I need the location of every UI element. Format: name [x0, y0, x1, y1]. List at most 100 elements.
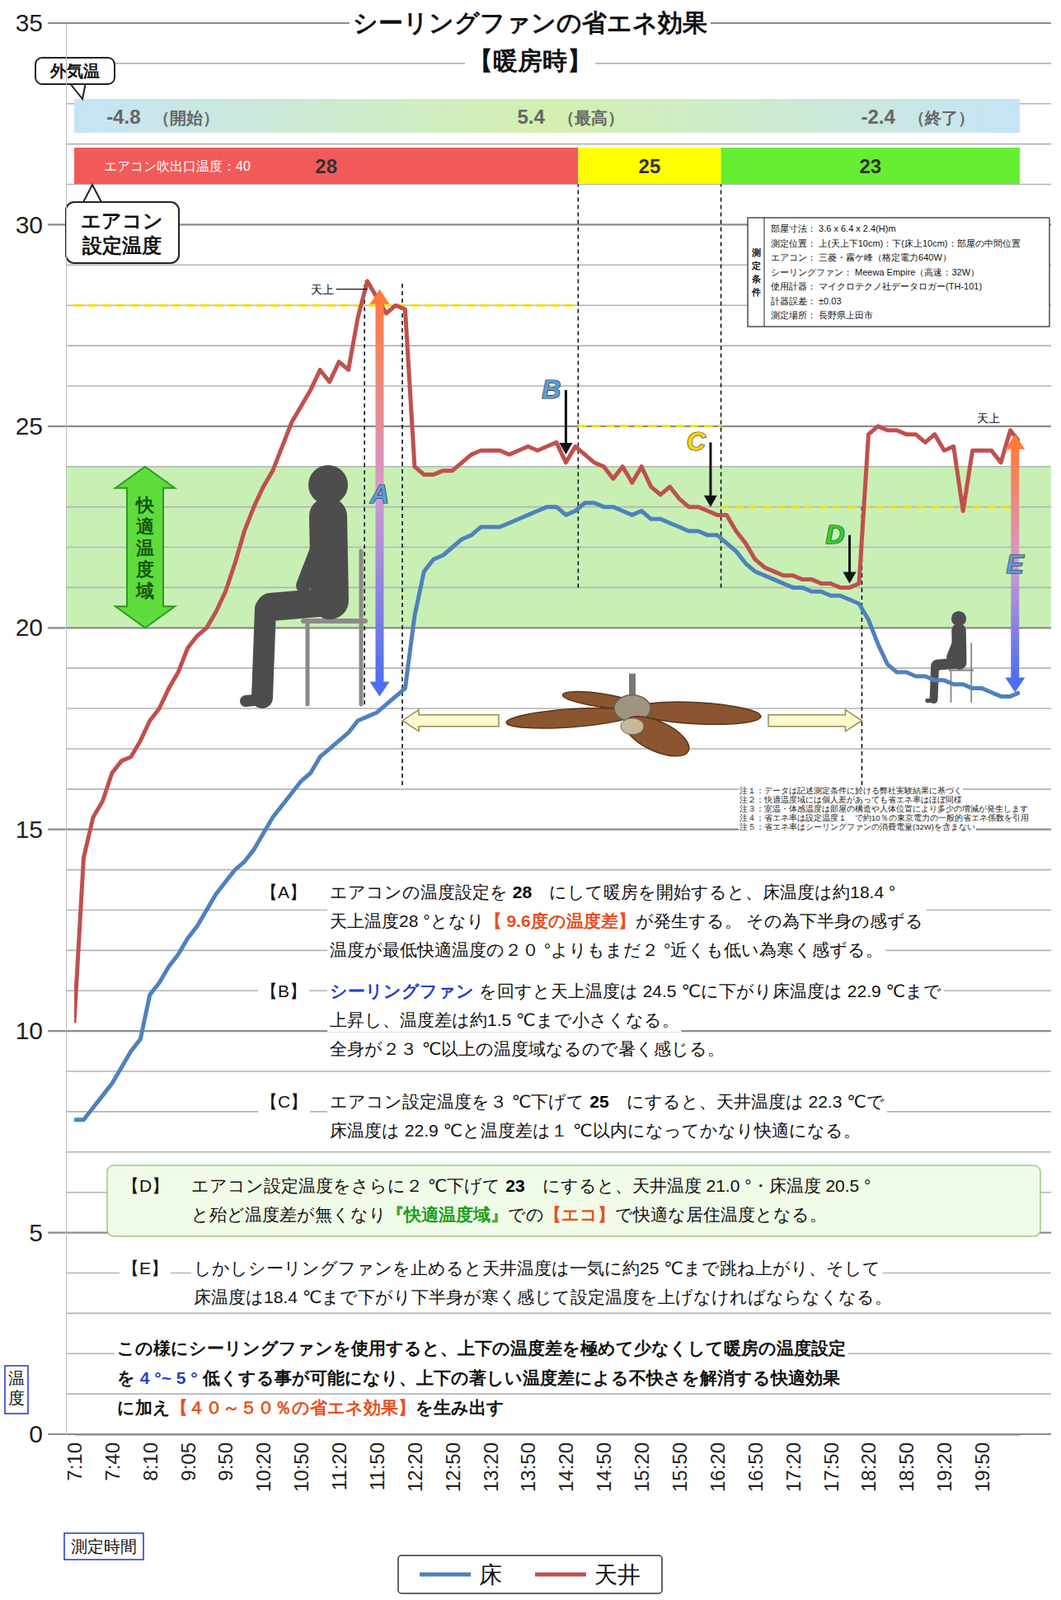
x-tick: 10:20 [252, 1433, 275, 1492]
outdoor-value: 5.4 [516, 105, 545, 128]
text-run: にすると、天井温度 21.0 °・床温度 20.5 ° [525, 1175, 872, 1195]
fan-arrow [402, 709, 499, 732]
text-run: に加え [117, 1397, 171, 1417]
outdoor-label: 5.4 （最高） [516, 105, 624, 128]
setpoint-segment [577, 147, 721, 184]
y-tick: 35 [15, 9, 66, 37]
series-line [74, 281, 1020, 1023]
tick-label: 14:20 [554, 1441, 578, 1492]
tick-label: 14:50 [592, 1441, 616, 1492]
char: 適 [136, 516, 155, 537]
annotation-line: 床温度は 22.9 ℃と温度差は１ ℃以内になってかなり快適になる。 [329, 1120, 861, 1140]
x-tick: 14:20 [554, 1433, 578, 1492]
text-background [327, 978, 944, 1003]
annotation-line: 全身が２３ ℃以上の温度域なるので暑く感じる。 [329, 1038, 725, 1058]
tick-label: 0 [28, 1419, 43, 1447]
text-background [327, 908, 926, 934]
grid-line [47, 626, 1052, 629]
char: 件 [751, 286, 761, 297]
text-background [738, 821, 977, 832]
y-tick: 15 [15, 815, 66, 843]
text-run: 低くする事が可能になり、上下の著しい温度差による不快さを解消する快適効果 [197, 1367, 841, 1388]
person-silhouette [245, 464, 366, 705]
arrow-head [704, 495, 718, 508]
callout-box [35, 57, 115, 85]
setpoint-value: 25 [638, 154, 662, 178]
text-background [191, 1255, 883, 1280]
event-line [401, 281, 404, 785]
outlet-label: エアコン吹出口温度：40 [103, 159, 251, 174]
person-body [934, 665, 936, 700]
tick-label: 18:20 [857, 1441, 880, 1492]
person-body [949, 635, 958, 657]
note: 注４：省エネ率は設定温度１ で約10％の東京電力の一般的省エネ係数を引用 [739, 812, 1029, 822]
conditions-row: 測定位置： 上(天上下10cm)：下(床上10cm)：部屋の中間位置 [770, 238, 1021, 249]
setpoint-segment [721, 147, 1020, 184]
tick-label: 11:50 [366, 1441, 389, 1490]
text-run: 23 [505, 1175, 525, 1195]
minor-grid-line [65, 747, 1052, 750]
line: エアコン [80, 209, 164, 232]
char: 定 [751, 260, 761, 271]
text-run: 25 [589, 1091, 610, 1111]
x-tick: 9:50 [214, 1433, 237, 1481]
tick-label: 5 [28, 1218, 43, 1246]
marker-arrow [704, 441, 718, 507]
tick-label: 12:20 [403, 1441, 427, 1492]
annotation-label: 【E】 [122, 1258, 169, 1277]
annotation-label: 【B】 [260, 981, 307, 1000]
char: 度 [8, 1388, 25, 1407]
outdoor-value: -2.4 [860, 105, 896, 128]
outdoor-text: （最高） [558, 108, 625, 127]
annotation-line: 温度が最低快適温度の２０ °よりもまだ２ °近くも低い為寒く感ずる。 [329, 939, 883, 960]
minor-grid-line [65, 465, 1052, 468]
minor-grid-line [65, 868, 1052, 871]
legend-box [398, 1554, 662, 1593]
tick-label: 15:50 [668, 1441, 691, 1492]
text-run: 【エコ】 [544, 1204, 616, 1224]
marker-arrow [843, 535, 857, 584]
tick-label: 35 [15, 9, 43, 37]
x-tick: 17:20 [782, 1433, 805, 1492]
x-tick: 15:20 [630, 1433, 653, 1492]
text-run: 【４０～５０％の省エネ効果】 [170, 1397, 416, 1417]
x-tick: 10:50 [290, 1433, 313, 1492]
marker-letter: A [369, 478, 390, 509]
text-background [327, 1117, 864, 1142]
x-tick: 8:10 [139, 1433, 162, 1481]
grid [47, 23, 1052, 1434]
text-run: 『快適温度域』 [386, 1204, 508, 1224]
ceiling-label: 天上 [976, 411, 1000, 425]
conditions-divider [764, 217, 766, 327]
legend-label: 床 [478, 1561, 503, 1587]
annotation-line: エアコン設定温度をさらに２ ℃下げて 23 にすると、天井温度 21.0 °・床… [191, 1175, 872, 1195]
line: 設定温度 [81, 234, 162, 257]
text-run: シーリングファン [329, 981, 475, 1000]
fan-arrow [768, 709, 862, 732]
x-tick: 13:50 [516, 1433, 540, 1492]
minor-grid-line [65, 586, 1052, 589]
marker-letter: E [1006, 549, 1026, 579]
person-body [303, 530, 325, 586]
tick-label: 7:10 [63, 1441, 86, 1481]
texts: シーリングファンの省エネ効果【暖房時】-4.8（開始）5.4（最高）-2.4（終… [8, 9, 1029, 1555]
marker-letter: C [686, 426, 707, 456]
comfort-layer [65, 466, 1052, 629]
annotation-label: 【C】 [260, 1091, 308, 1111]
x-tick: 11:20 [328, 1433, 351, 1490]
legend-swatch [535, 1572, 587, 1577]
y-tick: 10 [15, 1016, 66, 1044]
conditions-row: エアコン： 三菱・霧ケ峰（格定電力640W） [770, 252, 952, 263]
x-tick: 7:40 [101, 1433, 124, 1481]
annotation-line: エアコン設定温度を３ ℃下げて 25 にすると、天井温度は 22.3 ℃で [329, 1091, 885, 1111]
outdoor-text: （終了） [908, 108, 975, 127]
marker-arrow [558, 389, 573, 455]
event-line [363, 281, 366, 705]
annotation-label: 【A】 [260, 882, 307, 902]
x-axis: 7:107:408:109:059:5010:2010:5011:2011:50… [63, 1433, 1021, 1492]
y-tick: 20 [15, 613, 66, 641]
outdoor-label: -4.8（開始） [106, 105, 220, 128]
minor-grid-line [65, 1150, 1052, 1153]
char: 温 [135, 537, 155, 559]
comfort-arrow [115, 466, 175, 629]
